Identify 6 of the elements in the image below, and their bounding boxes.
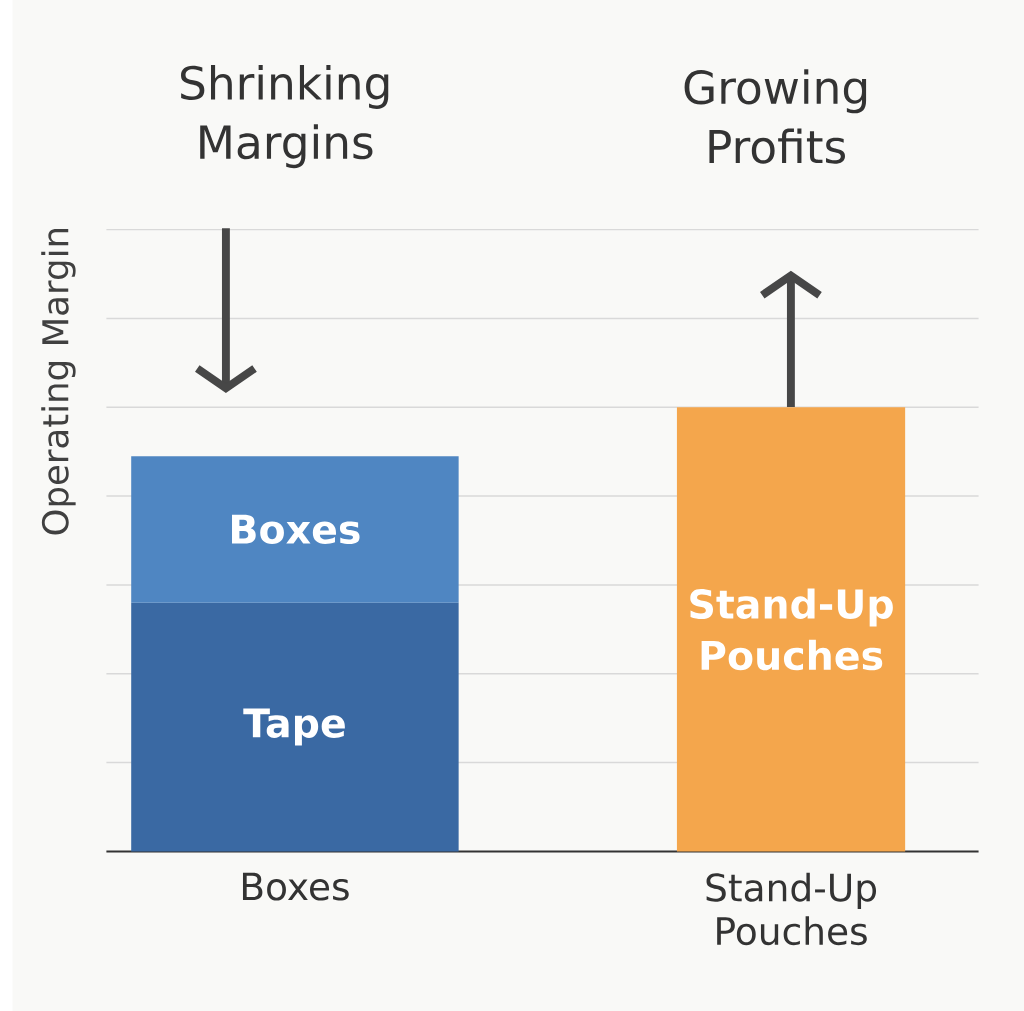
text: Growing Profits (684, 69, 867, 164)
series-label: Stand-Up Pouches (690, 588, 893, 671)
y-axis-title: Operating Margin (41, 228, 76, 535)
series-label: Boxes (232, 514, 360, 544)
series-label: Tape (243, 708, 345, 746)
text: Shrinking Margins (181, 64, 389, 168)
